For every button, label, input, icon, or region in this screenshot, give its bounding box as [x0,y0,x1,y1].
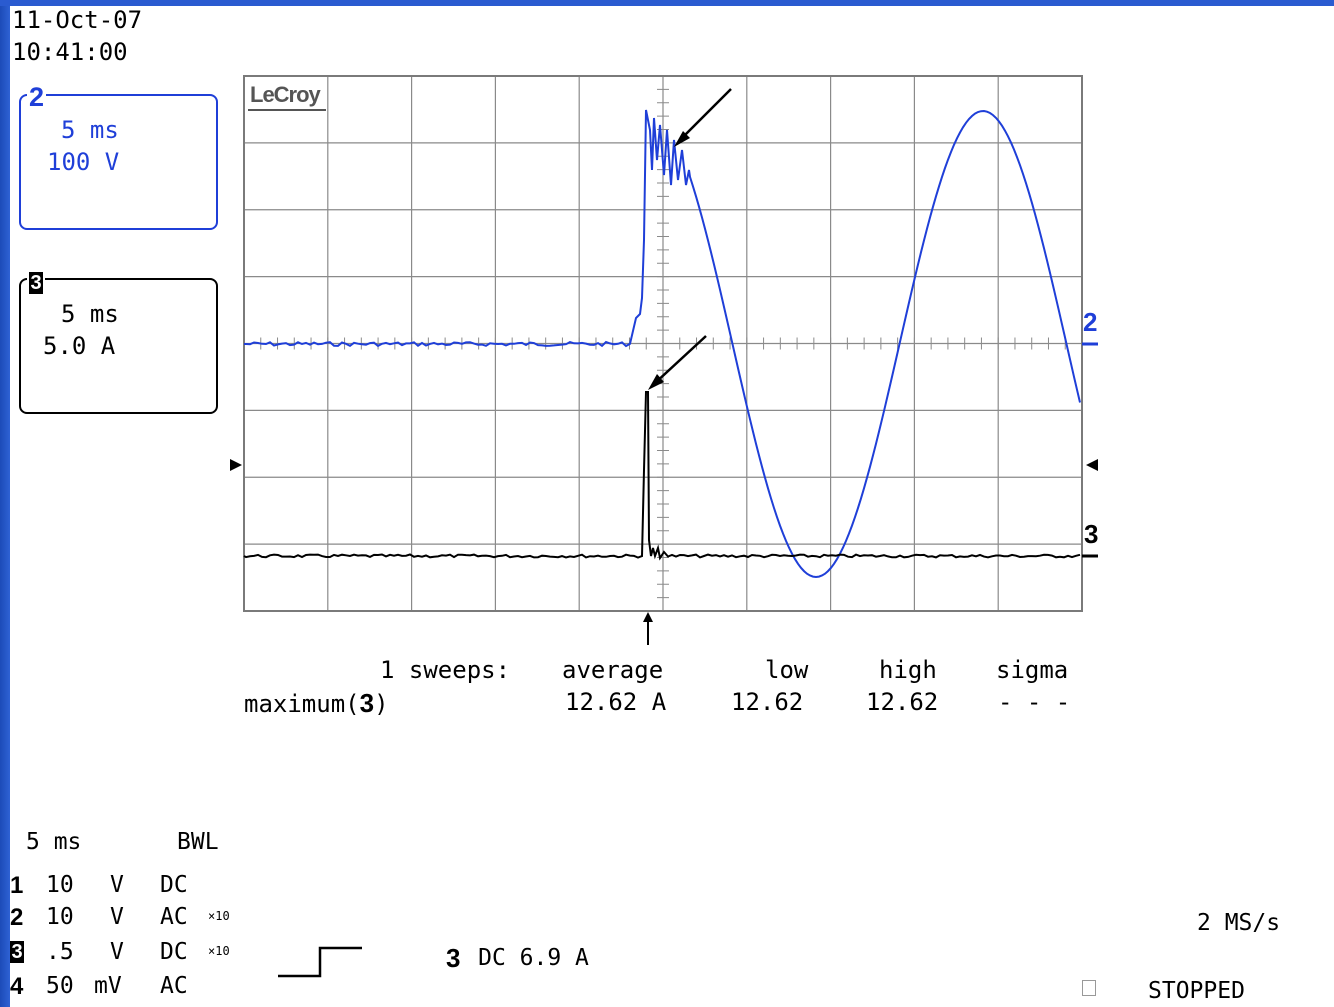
channel-2-panel[interactable]: 2 5 ms 100 V [19,84,218,230]
time-label: 10:41:00 [12,38,128,66]
trigger-level-marker-left [230,459,242,471]
date-label: 11-Oct-07 [12,6,143,34]
current-peak-arrow [653,335,707,385]
channel-2-voltage-trace [244,109,1081,579]
window-frame-top [0,0,1334,6]
header-high: high [879,656,937,684]
status-indicator-icon [1082,980,1096,996]
trigger-setting[interactable]: 3 DC 6.9 A [446,943,589,973]
value-low: 12.62 [731,688,804,716]
channel-3-trace-label: 3 [1084,519,1099,549]
sweeps-label: 1 sweeps: [380,656,511,684]
channel-2-scale: 100 V [47,148,120,176]
acquisition-status[interactable]: STOPPED [1148,978,1245,1004]
channel-3-current-trace [243,391,1081,561]
bwl-label: BWL [177,829,219,855]
window-frame-left [0,0,10,1007]
channel-2-number: 2 [27,82,47,112]
measurement-parameter[interactable]: maximum(3) [244,688,389,718]
channel-3-scale: 5.0 A [43,332,116,360]
value-high: 12.62 [866,688,939,716]
header-sigma: sigma [996,656,1069,684]
value-average: 12.62 A [565,688,667,716]
trigger-level-marker-right [1086,459,1098,471]
sample-rate: 2 MS/s [1197,910,1281,936]
channel-3-timebase: 5 ms [61,300,119,328]
channel-3-panel[interactable]: 3 5 ms 5.0 A [19,272,218,414]
channel-2-trace-label: 2 [1083,307,1098,337]
channel-3-number: 3 [27,272,45,294]
logo-underline [248,109,326,111]
trigger-edge-icon [278,946,362,978]
lecroy-logo: LeCroy [248,82,322,107]
acq-timebase: 5 ms [26,829,82,855]
header-low: low [765,656,809,684]
value-sigma: - - - [998,688,1071,716]
voltage-peak-arrow [679,88,732,141]
channel-2-timebase: 5 ms [61,116,119,144]
header-average: average [562,656,664,684]
